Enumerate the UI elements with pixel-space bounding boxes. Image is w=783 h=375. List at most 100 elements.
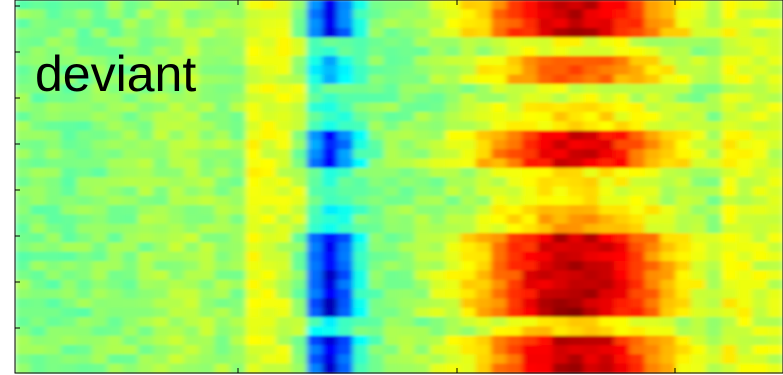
heatmap-cell	[352, 233, 369, 244]
heatmap-cell	[752, 158, 769, 169]
heatmap-cell	[30, 27, 47, 38]
heatmap-cell	[245, 111, 262, 122]
heatmap-cell	[660, 27, 677, 38]
heatmap-cell	[122, 223, 139, 234]
heatmap-cell	[137, 74, 154, 85]
heatmap-cell	[660, 270, 677, 281]
heatmap-cell	[644, 111, 661, 122]
heatmap-cell	[214, 298, 231, 309]
heatmap-cell	[399, 363, 415, 374]
heatmap-cell	[352, 177, 369, 188]
heatmap-cell	[260, 326, 277, 337]
heatmap-cell	[414, 0, 431, 10]
heatmap-cell	[506, 177, 523, 188]
heatmap-cell	[460, 27, 477, 38]
heatmap-cell	[721, 65, 738, 76]
heatmap-cell	[122, 0, 139, 10]
heatmap-cell	[598, 205, 615, 216]
heatmap-cell	[245, 102, 262, 113]
heatmap-cell	[629, 251, 646, 262]
heatmap-cell	[383, 279, 400, 290]
heatmap-cell	[629, 186, 646, 197]
heatmap-cell	[629, 158, 646, 169]
heatmap-cell	[660, 186, 677, 197]
heatmap-cell	[45, 363, 62, 374]
heatmap-cell	[61, 289, 78, 299]
heatmap-cell	[352, 102, 369, 113]
heatmap-cell	[291, 205, 308, 216]
heatmap-cell	[245, 139, 262, 150]
heatmap-cell	[660, 65, 677, 76]
heatmap-cell	[445, 46, 462, 57]
heatmap-cell	[322, 279, 339, 290]
heatmap-cell	[61, 251, 78, 262]
heatmap-cell	[399, 261, 415, 272]
heatmap-cell	[45, 345, 62, 355]
heatmap-cell	[598, 279, 615, 290]
heatmap-cell	[91, 345, 108, 355]
heatmap-cell	[122, 289, 139, 299]
heatmap-cell	[153, 214, 170, 225]
heatmap-cell	[567, 195, 584, 206]
heatmap-cell	[137, 317, 154, 327]
heatmap-cell	[706, 0, 723, 10]
heatmap-cell	[15, 233, 31, 244]
heatmap-cell	[199, 186, 216, 197]
heatmap-cell	[30, 307, 47, 318]
heatmap-cell	[414, 93, 431, 104]
heatmap-cell	[276, 167, 293, 178]
heatmap-cell	[767, 261, 783, 272]
heatmap-cell	[199, 205, 216, 216]
heatmap-cell	[91, 279, 108, 290]
heatmap-cell	[629, 121, 646, 132]
heatmap-cell	[291, 93, 308, 104]
heatmap-cell	[153, 46, 170, 57]
heatmap-cell	[291, 55, 308, 66]
heatmap-cell	[583, 177, 600, 188]
heatmap-cell	[552, 326, 569, 337]
heatmap-cell	[660, 149, 677, 160]
heatmap-cell	[736, 261, 753, 272]
heatmap-cell	[199, 307, 216, 318]
heatmap-cell	[736, 83, 753, 94]
heatmap-cell	[61, 223, 78, 234]
heatmap-cell	[537, 167, 554, 178]
heatmap-cell	[276, 27, 293, 38]
heatmap-cell	[214, 242, 231, 253]
heatmap-cell	[552, 18, 569, 29]
heatmap-cell	[30, 335, 47, 346]
heatmap-cell	[414, 279, 431, 290]
heatmap-cell	[675, 233, 692, 244]
heatmap-cell	[660, 214, 677, 225]
heatmap-cell	[475, 298, 492, 309]
heatmap-cell	[414, 102, 431, 113]
heatmap-cell	[199, 139, 216, 150]
heatmap-cell	[306, 9, 323, 20]
heatmap-cell	[322, 74, 339, 85]
heatmap-cell	[122, 55, 139, 66]
heatmap-cell	[690, 0, 707, 10]
heatmap-cell	[706, 9, 723, 20]
heatmap-cell	[168, 111, 185, 122]
heatmap-cell	[230, 242, 246, 253]
heatmap-cell	[445, 139, 462, 150]
heatmap-cell	[183, 242, 200, 253]
heatmap-cell	[414, 298, 431, 309]
heatmap-cell	[168, 289, 185, 299]
heatmap-cell	[675, 0, 692, 10]
heatmap-cell	[552, 83, 569, 94]
heatmap-cell	[399, 18, 415, 29]
heatmap-cell	[352, 167, 369, 178]
heatmap-cell	[337, 233, 354, 244]
heatmap-cell	[61, 65, 78, 76]
heatmap-cell	[168, 223, 185, 234]
heatmap-cell	[660, 130, 677, 141]
heatmap-cell	[537, 149, 554, 160]
heatmap-cell	[475, 74, 492, 85]
heatmap-cell	[736, 121, 753, 132]
heatmap-cell	[153, 27, 170, 38]
heatmap-cell	[153, 111, 170, 122]
heatmap-cell	[644, 317, 661, 327]
heatmap-cell	[660, 167, 677, 178]
heatmap-cell	[752, 93, 769, 104]
